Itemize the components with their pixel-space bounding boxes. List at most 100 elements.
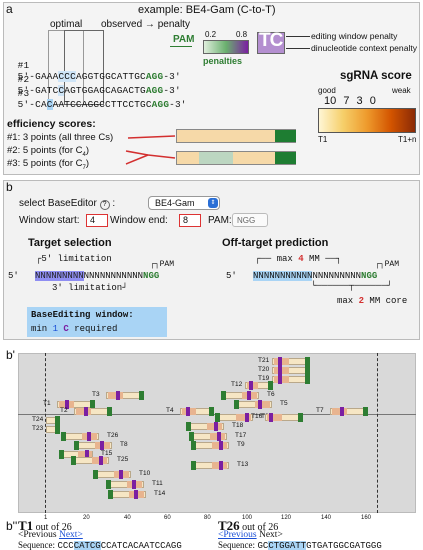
target-track-pam [268,381,273,390]
x-axis: 1 20 40 60 80 100 120 140 160 [18,515,416,523]
observed-label: observed → penalty [101,19,190,30]
offtarget-sequence: 5' NNNNNNNNNNNNNNNNNNNNNGG [226,271,378,281]
target-track-edit-site [340,407,344,416]
baseediting-window-box: BaseEditing window: min 1 C required [27,307,167,337]
dinucleotide-leader [286,48,310,49]
pam-select[interactable]: NGG [232,213,268,227]
select-baseeditor-label: select BaseEditor ? : [19,198,116,210]
help-icon[interactable]: ? [99,200,110,210]
axis-tick: 80 [204,515,211,521]
target-track[interactable]: T3 [92,391,170,400]
target-track-edit-site [116,391,120,400]
target-track-pam [186,422,191,431]
target-track-label: T8 [120,441,128,448]
axis-tick: 20 [83,515,90,521]
baseeditor-select[interactable]: BE4-Gam ⇕ [148,196,220,210]
target-track[interactable]: T25 [71,456,139,465]
baseediting-window-text: min 1 C required [31,324,118,334]
target-track[interactable]: T1 [43,400,121,409]
target-track-pam [107,407,112,416]
target-track[interactable]: T12 [231,381,299,390]
target-track-label: T15 [101,450,113,457]
panel-a-title: example: BE4-Gam (C-to-T) [138,4,276,16]
left-next-link[interactable]: Next> [58,530,83,540]
target-track-label: T21 [258,357,270,364]
target-track[interactable]: T19 [258,375,336,384]
three-prime-limitation: 3' limitation┘ [52,283,128,293]
target-track-pam [191,441,196,450]
penalty-caption: penalties [203,56,243,66]
target-track-pam [55,425,60,434]
observed-box [64,30,104,105]
editing-window-penalty: editing window penalty [311,31,398,41]
target-track-window [76,408,91,415]
score-good: good [318,86,336,95]
target-track-window [267,414,282,421]
target-track[interactable]: T6 [221,391,289,400]
sgrna-score-gradient [318,108,416,133]
pam-tag-left: ┌┐PAM [150,260,175,269]
efficiency-item-1: #1: 3 points (all three Cs) [7,132,114,143]
right-target-heading: T26 out of 26 [218,518,279,533]
target-track-label: T7 [316,407,324,414]
target-track[interactable]: T11 [106,480,174,489]
target-track[interactable]: T20 [258,366,336,375]
baseediting-window-title: BaseEditing window: [31,310,134,320]
target-track-pam [108,490,113,499]
target-track[interactable]: T4 [166,407,240,416]
target-track[interactable]: T17 [189,432,257,441]
target-track-pam [90,400,95,409]
left-sequence: Sequence: CCCCATCGCCATCACAATCCAGG [18,540,182,550]
chevron-updown-icon: ⇕ [208,198,218,208]
editing-window-leader [286,36,310,37]
dinucleotide-penalty: dinucleotide context penalty [311,43,418,53]
seq-row-3: #3 5'-CACAATCCAGGCCTTCCTGCAGG-3' [17,88,187,110]
target-track[interactable]: T13 [191,461,259,470]
score-tn: T1+n [398,135,417,144]
target-track-pam [106,480,111,489]
target-track-pam [215,413,220,422]
target-track-edit-site [132,480,136,489]
target-track[interactable]: T23 [32,425,86,434]
target-track-pam [139,391,144,400]
target-track-label: T20 [258,366,270,373]
target-track[interactable]: T24 [32,416,86,425]
target-track[interactable]: T8 [74,441,142,450]
target-track[interactable]: T18 [186,422,254,431]
seq-row-1: #1 5'-GAAACCCAGGTGGCATTGCAGG-3' [17,60,181,82]
efficiency-title: efficiency scores: [7,118,96,130]
axis-tick: 160 [361,515,372,521]
region-start-line [45,353,46,513]
target-track[interactable]: T10 [93,470,161,479]
penalty-colorbar [203,40,249,54]
axis-tick: 100 [242,515,253,521]
target-track[interactable]: T14 [108,490,176,499]
target-track[interactable]: T16 [251,413,329,422]
window-end-input[interactable]: 8 [179,214,201,227]
target-track-edit-site [217,432,221,441]
window-start-input[interactable]: 4 [86,214,108,227]
target-track[interactable]: T9 [191,441,259,450]
panel-b1-letter: b' [6,348,15,362]
target-track[interactable]: T7 [316,407,394,416]
target-track-edit-site [219,441,223,450]
target-track-edit-site [65,400,69,409]
target-track[interactable]: T5 [234,400,302,409]
target-track-label: T11 [152,480,163,487]
score-ticks: 10 7 3 0 [324,95,376,107]
pam-label: PAM [173,34,195,45]
target-track-window [236,414,251,421]
target-track[interactable]: T26 [61,432,129,441]
target-track[interactable]: T2 [60,407,138,416]
target-track-pam [191,461,196,470]
axis-tick: 40 [124,515,131,521]
target-track-edit-site [278,357,282,366]
target-track-edit-site [278,366,282,375]
target-track-edit-site [99,456,103,465]
target-track-edit-site [119,470,123,479]
target-track[interactable]: T21 [258,357,336,366]
window-end-label: Window end: [110,215,168,226]
dinucleotide-example-box [257,32,285,54]
window-start-label: Window start: [19,215,80,226]
right-prev-link[interactable]: <Previous [218,530,257,540]
